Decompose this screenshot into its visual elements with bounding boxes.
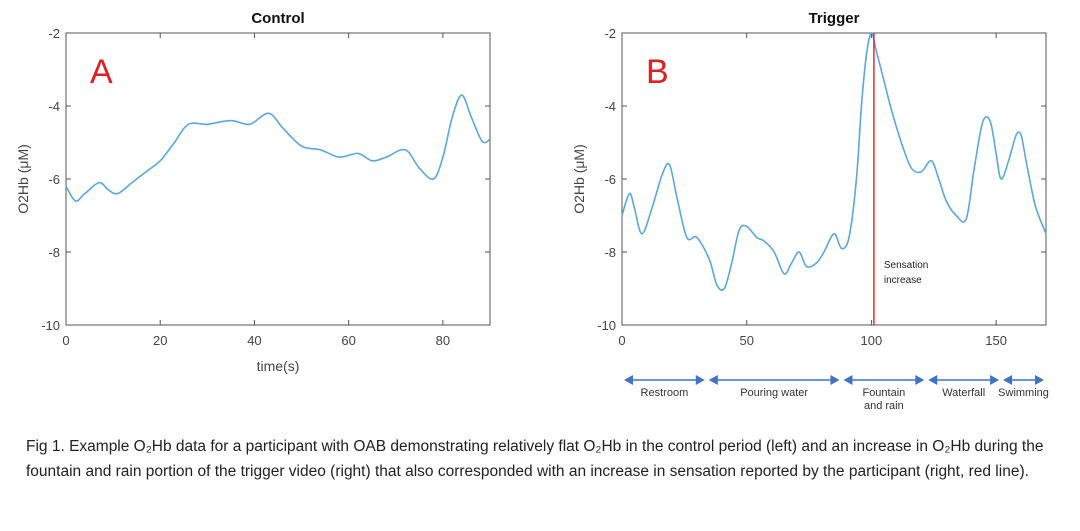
chart-panel-a: Control A -2 -4 -6 -8 -100 20 40 60 80 time(s) O2Hb … [15, 10, 491, 374]
segment-arrow-head-left [928, 375, 938, 385]
segment-arrow-head-left [843, 375, 853, 385]
panel-letter: B [646, 53, 669, 91]
segment-0: Restroom [624, 375, 705, 399]
series-line-0 [65, 94, 491, 202]
y-tick-label: -2 [48, 26, 60, 41]
sensation-annotation: Sensation [884, 260, 928, 271]
segment-arrow-head-left [708, 375, 718, 385]
y-tick-label: -2 [604, 26, 616, 41]
chart-title: Control [251, 10, 304, 27]
x-tick-label: 40 [247, 333, 261, 348]
y-tick-label: -10 [597, 318, 616, 333]
x-tick-label: 20 [153, 333, 167, 348]
y-tick-label: -10 [41, 318, 60, 333]
x-tick-label: 0 [618, 333, 625, 348]
segment-arrow-head-right [1035, 375, 1044, 385]
segment-arrow-head-left [624, 375, 633, 385]
y-axis-label: O2Hb (μM) [15, 144, 31, 214]
x-tick-label: 50 [739, 333, 753, 348]
chart-panel-b: Trigger B -2 -4 -6 -8 -100 50 100 150 O2Hb (μM) Sen… [571, 10, 1049, 412]
x-tick-label: 60 [341, 333, 355, 348]
segment-arrow-head-right [990, 375, 1000, 385]
x-tick-label: 150 [985, 333, 1007, 348]
segment-label: Swimming [998, 387, 1049, 399]
x-axis-label: time(s) [257, 358, 300, 374]
x-tick-label: 80 [436, 333, 450, 348]
segment-label: and rain [864, 400, 904, 412]
segment-label: Fountain [862, 387, 905, 399]
x-tick-label: 0 [62, 333, 69, 348]
sensation-annotation: increase [884, 275, 922, 286]
series-line-0 [621, 32, 1047, 292]
y-tick-label: -8 [48, 245, 60, 260]
plot-frame [65, 32, 491, 326]
segment-1: Pouring water [708, 375, 840, 399]
chart-title: Trigger [809, 10, 860, 27]
y-tick-label: -4 [48, 99, 60, 114]
y-tick-label: -4 [604, 99, 616, 114]
figure-caption: Fig 1. Example O₂Hb data for a participa… [26, 438, 1044, 480]
y-tick-label: -6 [48, 172, 60, 187]
plot-frame [621, 32, 1047, 326]
segment-label: Waterfall [942, 387, 985, 399]
y-tick-label: -6 [604, 172, 616, 187]
y-tick-label: -8 [604, 245, 616, 260]
x-tick-label: 100 [861, 333, 883, 348]
segment-arrow-head-left [1003, 375, 1013, 385]
segment-3: Waterfall [928, 375, 1000, 399]
segment-arrow-head-right [830, 375, 840, 385]
segment-label: Restroom [641, 387, 689, 399]
segment-4: Swimming [998, 375, 1049, 399]
panel-letter: A [90, 53, 113, 91]
y-axis-label: O2Hb (μM) [571, 144, 587, 214]
segment-arrow-head-right [915, 375, 925, 385]
segment-label: Pouring water [740, 387, 808, 399]
segment-arrow-head-right [695, 375, 705, 385]
